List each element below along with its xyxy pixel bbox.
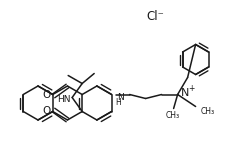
Text: N: N xyxy=(117,93,124,102)
Text: N: N xyxy=(180,88,188,98)
Text: Cl⁻: Cl⁻ xyxy=(145,10,163,23)
Text: O: O xyxy=(42,106,50,116)
Text: CH₃: CH₃ xyxy=(165,111,179,120)
Text: H: H xyxy=(115,98,121,107)
Text: CH₃: CH₃ xyxy=(200,107,214,116)
Text: +: + xyxy=(188,84,194,93)
Text: O: O xyxy=(42,90,50,100)
Text: HN: HN xyxy=(57,95,71,104)
